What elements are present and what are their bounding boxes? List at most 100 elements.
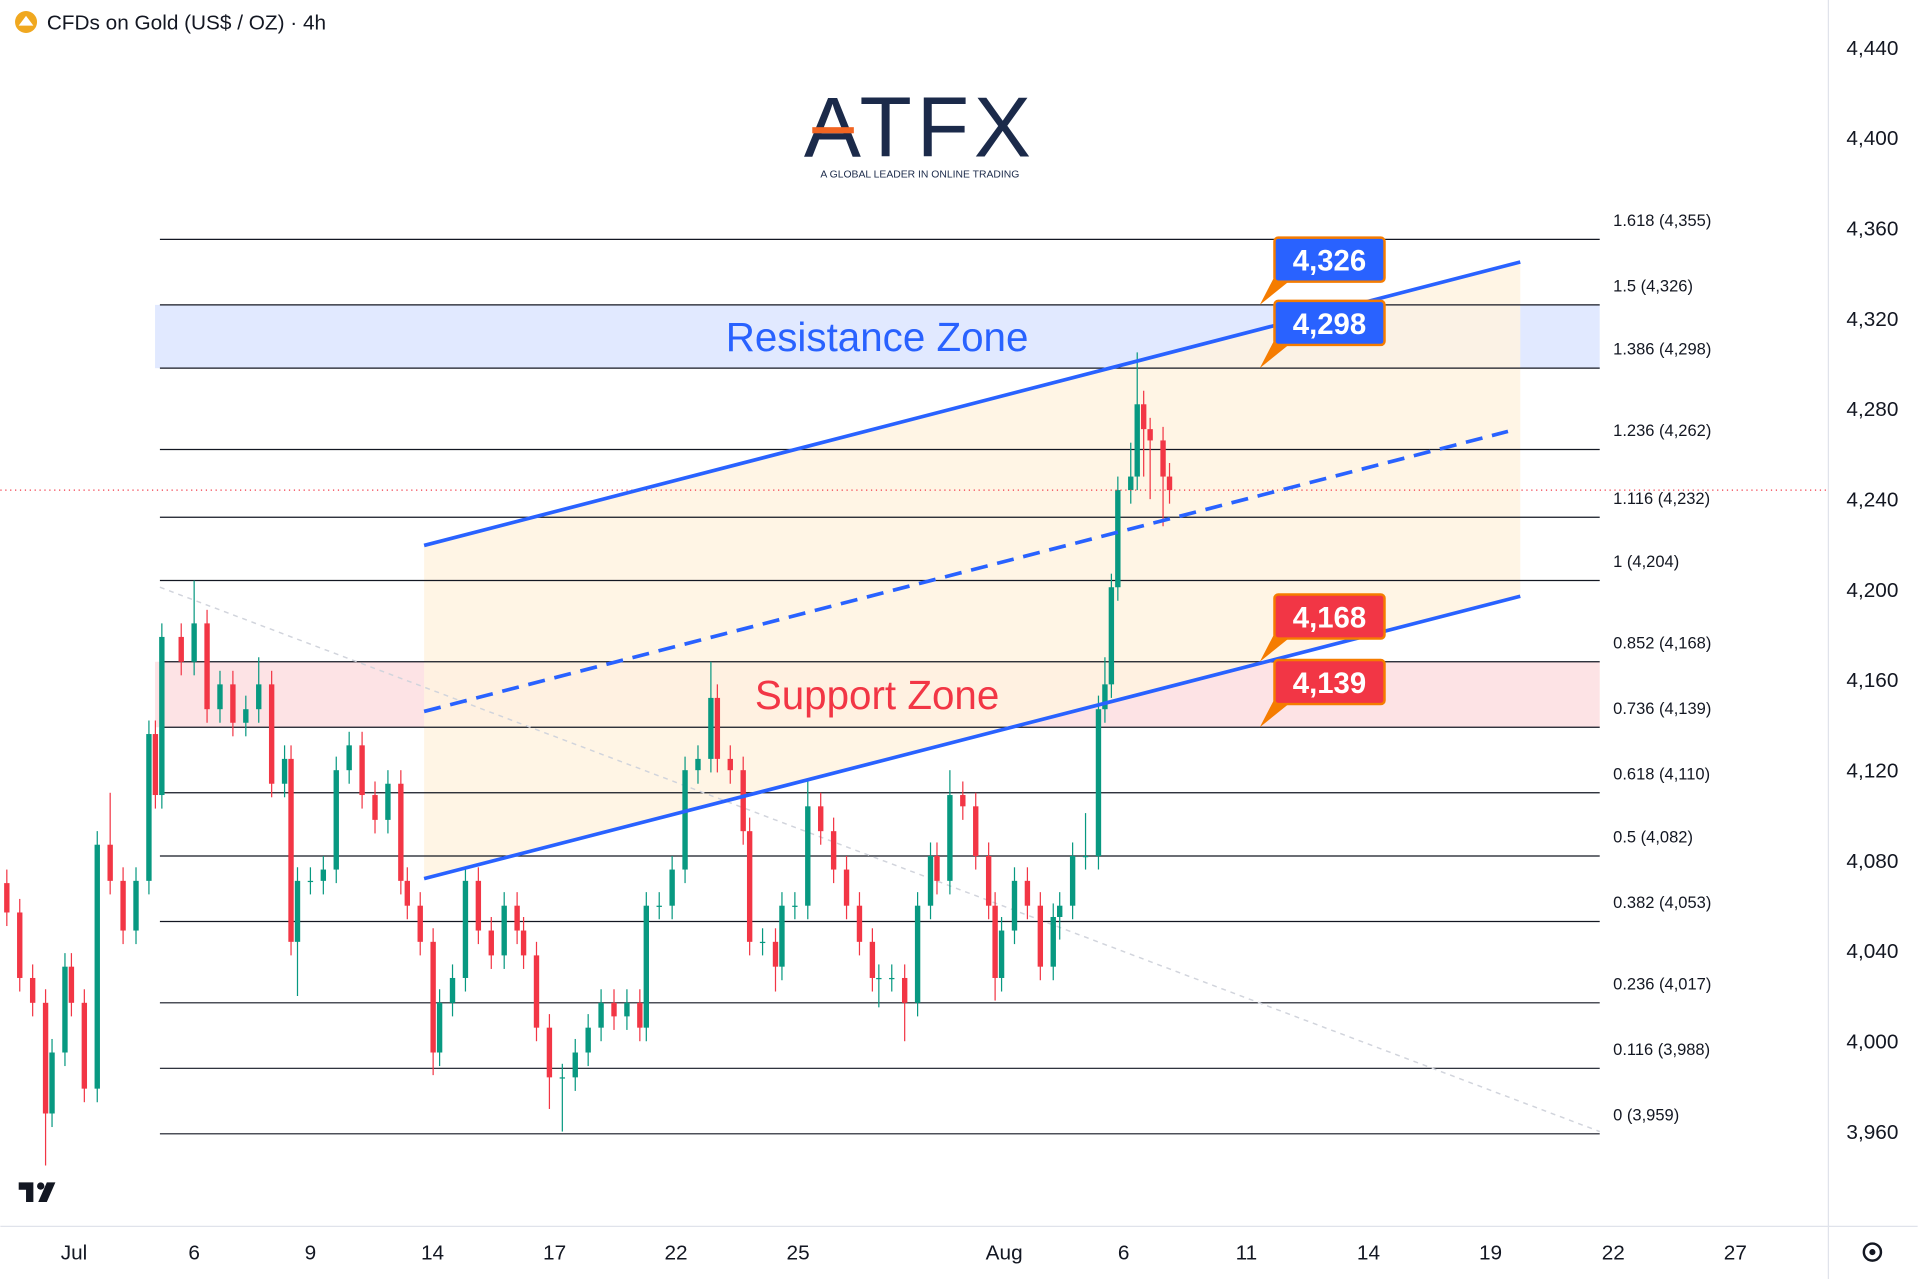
fib-label: 0 (3,959) — [1613, 1106, 1679, 1124]
channel-line — [423, 594, 1521, 881]
x-tick-label: 6 — [1118, 1241, 1130, 1264]
candle-body — [359, 745, 365, 796]
candle-body — [934, 856, 940, 881]
callout-box — [1273, 593, 1386, 640]
logo-accent — [812, 127, 854, 134]
callout-label: 4,298 — [1293, 308, 1366, 341]
candle-body — [4, 883, 10, 913]
candle-body — [436, 1002, 443, 1053]
y-tick-label: 4,280 — [1846, 398, 1898, 421]
candle-body — [1108, 587, 1115, 685]
candle-body — [133, 880, 139, 931]
fib-label: 1 (4,204) — [1613, 553, 1679, 571]
zone-label: Support Zone — [755, 672, 999, 718]
y-tick-label: 4,360 — [1846, 217, 1898, 240]
candle-body — [385, 783, 391, 820]
candle-body — [268, 684, 275, 784]
candle-body — [1069, 856, 1076, 906]
candle-body — [1037, 905, 1044, 967]
candle-body — [682, 770, 688, 870]
candle-body — [256, 684, 262, 710]
candle-body — [107, 844, 113, 881]
candle-body — [17, 912, 23, 978]
callout-box — [1273, 658, 1386, 706]
candle-body — [430, 941, 436, 1053]
tv-logo — [18, 1182, 56, 1202]
x-tick-label: 11 — [1236, 1241, 1258, 1264]
candle-body — [779, 905, 785, 967]
candle-body — [772, 941, 779, 967]
candle-body — [533, 955, 540, 1028]
candle-body — [475, 880, 482, 931]
tv-logo-part — [18, 1182, 34, 1202]
candle-body — [152, 734, 159, 796]
candle-body — [1095, 709, 1102, 857]
settings-icon[interactable] — [1862, 1242, 1883, 1262]
y-tick-label: 4,000 — [1846, 1031, 1898, 1054]
candle-body — [947, 795, 953, 881]
candle-body — [669, 869, 675, 906]
fib-label: 0.618 (4,110) — [1613, 765, 1710, 783]
candle-body — [320, 869, 327, 881]
candle-body — [1050, 916, 1056, 967]
x-tick-label: 17 — [543, 1241, 566, 1264]
settings-icon-dot[interactable] — [1869, 1249, 1876, 1256]
candle-body — [889, 977, 895, 980]
candle-body — [29, 977, 36, 1003]
fib-label: 1.5 (4,326) — [1613, 277, 1693, 295]
candle-body — [598, 1002, 604, 1028]
candle-body — [876, 977, 882, 980]
candle-body — [307, 880, 314, 883]
candle-body — [488, 930, 494, 956]
x-tick-label: 6 — [188, 1241, 200, 1264]
settings-button[interactable] — [1862, 1242, 1883, 1262]
callout-label: 4,326 — [1293, 245, 1366, 278]
zone-label: Resistance Zone — [726, 314, 1029, 360]
candle-body — [81, 1002, 88, 1089]
x-tick-label: Jul — [61, 1241, 88, 1264]
candle-body — [695, 758, 701, 771]
fib-label: 0.382 (4,053) — [1613, 894, 1711, 912]
candle-body — [1166, 476, 1173, 491]
candle-body — [992, 905, 998, 978]
candle-body — [49, 1052, 55, 1114]
y-tick-label: 4,320 — [1846, 308, 1898, 331]
candle-body — [843, 869, 850, 906]
candle-body — [869, 941, 876, 978]
y-tick-label: 3,960 — [1846, 1121, 1898, 1144]
candle-body — [973, 806, 979, 857]
candle-body — [120, 880, 126, 931]
candle-body — [1057, 905, 1063, 917]
y-tick-label: 4,240 — [1846, 488, 1898, 511]
candle-body — [1134, 404, 1140, 477]
candle-body — [1147, 429, 1153, 441]
candle-body — [746, 831, 753, 942]
candle-body — [985, 856, 992, 906]
trend-line — [159, 586, 1600, 1133]
x-tick-label: 22 — [664, 1241, 687, 1264]
candle-body — [94, 844, 100, 1089]
candle-body — [178, 636, 184, 662]
main-layer: 3,960 4,000 4,040 4,080 4,120 4,160 4,200 4,240… — [0, 37, 1898, 1264]
fib-label: 0.852 (4,168) — [1613, 634, 1711, 652]
candle-body — [333, 770, 339, 870]
symbol-icon-glyph — [18, 15, 34, 26]
candle-body — [204, 623, 210, 710]
candle-body — [643, 905, 649, 1028]
candle-body — [462, 880, 469, 978]
candle-body — [559, 1077, 566, 1079]
callout-box — [1273, 236, 1386, 283]
candle-body — [1160, 440, 1166, 477]
y-tick-label: 4,440 — [1846, 37, 1898, 60]
candle-body — [159, 636, 165, 796]
fib-label: 1.386 (4,298) — [1613, 341, 1711, 359]
candle-body — [346, 745, 352, 771]
candle-body — [727, 758, 733, 771]
candle-body — [217, 684, 223, 710]
candle-body — [294, 880, 301, 942]
candle-body — [404, 880, 410, 906]
fib-label: 0.736 (4,139) — [1613, 700, 1711, 718]
candle-body — [501, 905, 507, 956]
candle-body — [818, 806, 824, 832]
